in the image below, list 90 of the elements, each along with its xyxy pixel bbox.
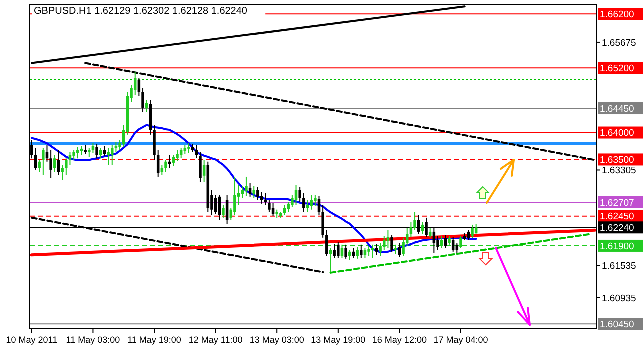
candlestick [42,148,45,176]
candlestick [314,194,317,207]
candlestick [360,244,363,259]
ref-line-label: 1.60450 [600,319,634,330]
candlestick [72,150,76,161]
candlestick [145,100,148,113]
candlestick [356,246,359,260]
candlestick [114,142,118,153]
ref-line-label: 1.64000 [600,128,634,140]
candlestick [202,160,206,183]
candlestick [34,148,38,170]
candlestick [287,202,290,213]
candlestick [107,148,110,166]
x-tick-label: 11 May 03:00 [66,335,120,345]
candlestick [421,222,424,235]
ref-line-label: 1.64450 [600,104,634,115]
y-tick-label: 1.61535 [602,260,636,272]
candlestick [326,230,328,257]
candlestick [54,154,56,173]
candlestick [199,152,202,183]
candlestick [264,192,267,206]
candlestick [337,242,340,259]
candlestick [99,148,102,160]
candlestick [471,224,474,239]
candlestick [110,144,114,166]
chart-title: GBPUSD.H1 1.62129 1.62302 1.62128 1.62240 [34,6,248,17]
ref-line-label: 1.62450 [600,212,634,223]
candlestick [61,164,64,181]
x-tick-label: 16 May 12:00 [372,335,427,345]
candlestick [84,144,87,155]
candlestick [50,150,52,179]
candlestick [92,142,95,154]
candlestick [222,204,225,218]
candlestick [375,244,378,256]
ref-line-label: 1.62240 [600,222,634,234]
candlestick [318,196,321,216]
candlestick [398,242,402,258]
candlestick [214,194,218,215]
ref-line-label: 1.61900 [600,241,634,252]
x-tick-label: 12 May 11:00 [188,335,243,345]
candlestick [164,160,168,173]
candlestick [195,144,198,159]
candlestick [76,146,80,160]
candlestick [456,242,459,254]
candlestick [390,234,394,252]
candlestick [310,194,313,210]
y-tick-label: 1.65675 [602,38,636,49]
candlestick [172,154,176,167]
candlestick [176,150,179,162]
candlestick [452,236,455,252]
candlestick [38,160,41,173]
candlestick [103,146,106,156]
x-tick-label: 10 May 2011 [6,335,58,345]
candlestick [142,88,144,113]
ref-line-label: 1.62707 [600,198,634,209]
ref-line-label: 1.65200 [600,63,634,74]
candlestick [252,186,256,198]
y-tick-label: 1.60935 [602,293,636,304]
candlestick [348,250,352,260]
candlestick [68,152,72,166]
ref-line-label: 1.63500 [600,155,634,166]
candlestick [410,222,413,238]
candlestick [444,234,448,249]
x-tick-label: 13 May 03:00 [250,335,304,345]
x-tick-label: 11 May 19:00 [128,335,182,345]
candlestick [138,78,141,97]
candlestick [188,142,190,154]
candlestick [291,194,294,208]
candlestick [268,200,271,213]
candlestick [226,194,229,225]
candlestick [428,228,432,238]
candlestick [234,176,236,216]
candlestick [283,204,286,216]
x-tick-label: 17 May 04:00 [434,335,488,345]
candlestick [467,230,470,241]
candlestick [414,212,416,231]
candlestick [180,148,183,159]
y-tick-label: 1.63305 [602,166,636,177]
candlestick [344,244,348,260]
candlestick [46,144,49,162]
candlestick [302,192,306,213]
candlestick [272,202,275,217]
x-tick-label: 13 May 19:00 [311,335,366,345]
candlestick [436,236,440,251]
candlestick [245,176,248,197]
candlestick [256,186,260,201]
candlestick [333,244,336,259]
candlestick [96,144,98,160]
candlestick [298,186,302,203]
ref-line-label: 1.66200 [600,9,634,20]
